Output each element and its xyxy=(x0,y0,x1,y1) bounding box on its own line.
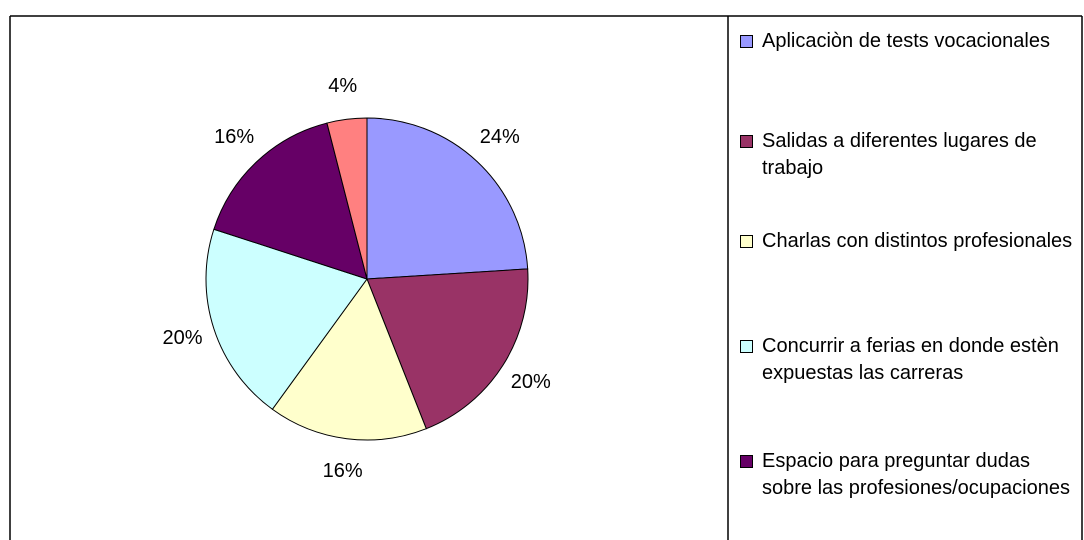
legend-label: Aplicaciòn de tests vocacionales xyxy=(762,30,1050,52)
legend-item: Aplicaciòn de tests vocacionales xyxy=(740,28,1075,55)
data-label: 4% xyxy=(328,75,357,97)
legend-label: Salidas a diferentes lugares de trabajo xyxy=(762,130,1037,179)
pie-slice xyxy=(366,117,529,280)
data-label: 20% xyxy=(511,371,551,393)
legend-swatch xyxy=(740,135,753,148)
legend-label: Concurrir a ferias en donde estèn expues… xyxy=(762,335,1059,384)
pie-slice xyxy=(271,277,427,441)
data-label: 20% xyxy=(162,327,202,349)
pie-slice xyxy=(213,122,368,280)
legend-item: Salidas a diferentes lugares de trabajo xyxy=(740,128,1075,182)
data-label: 16% xyxy=(214,126,254,148)
legend-swatch xyxy=(740,455,753,468)
data-label: 16% xyxy=(323,460,363,482)
legend-label: Charlas con distintos profesionales xyxy=(762,230,1073,252)
legend-label: Espacio para preguntar dudas sobre las p… xyxy=(762,450,1070,499)
legend-swatch xyxy=(740,35,753,48)
data-label: 24% xyxy=(480,126,520,148)
legend-item: Espacio para preguntar dudas sobre las p… xyxy=(740,448,1075,502)
legend-item: Charlas con distintos profesionales xyxy=(740,228,1075,255)
pie-slice xyxy=(366,268,529,430)
legend-item: Concurrir a ferias en donde estèn expues… xyxy=(740,333,1075,387)
legend-swatch xyxy=(740,340,753,353)
legend-swatch xyxy=(740,235,753,248)
pie-slice xyxy=(205,228,368,410)
pie-slice xyxy=(326,117,368,280)
